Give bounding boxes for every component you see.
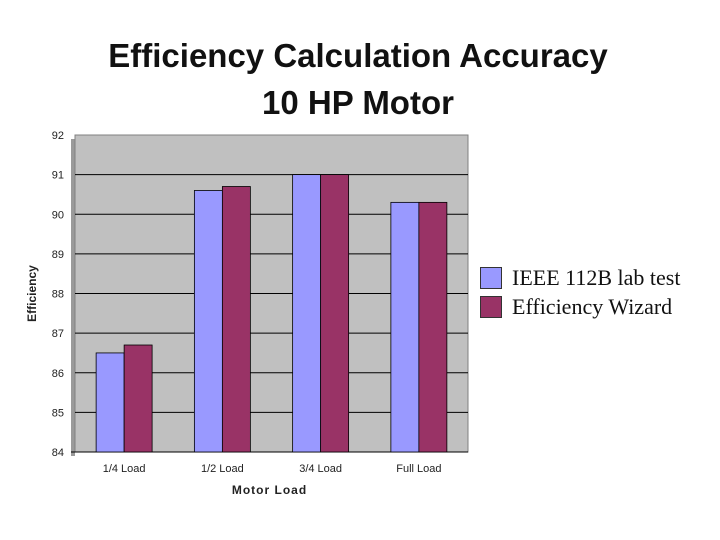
y-tick-label: 89 xyxy=(52,249,64,261)
x-tick-label: Full Load xyxy=(396,463,441,475)
legend-label-wizard: Efficiency Wizard xyxy=(512,293,673,319)
chart-title-block: Efficiency Calculation Accuracy 10 HP Mo… xyxy=(0,32,716,126)
y-tick-label: 87 xyxy=(52,328,64,340)
y-axis-title: Efficiency xyxy=(25,265,39,322)
legend-item-ieee: IEEE 112B lab test xyxy=(480,263,680,292)
bar xyxy=(221,186,251,453)
plot-depth-side xyxy=(71,139,75,456)
y-tick-label: 90 xyxy=(52,209,64,221)
bar xyxy=(292,174,322,453)
x-tick-label: 1/4 Load xyxy=(103,463,146,475)
bar xyxy=(95,352,125,453)
bar xyxy=(320,174,350,453)
chart-title: Efficiency Calculation Accuracy xyxy=(108,37,608,74)
x-tick-label: 3/4 Load xyxy=(299,463,342,475)
y-tick-label: 84 xyxy=(52,447,64,459)
legend-item-wizard: Efficiency Wizard xyxy=(480,292,680,321)
bar xyxy=(390,201,420,453)
legend-label-ieee: IEEE 112B lab test xyxy=(512,264,681,290)
bar xyxy=(123,344,153,453)
legend: IEEE 112B lab test Efficiency Wizard xyxy=(480,263,680,321)
y-tick-label: 85 xyxy=(52,407,64,419)
legend-swatch-ieee xyxy=(480,266,502,289)
x-axis-title: Motor Load xyxy=(232,483,307,497)
legend-swatch-wizard xyxy=(480,295,502,318)
y-tick-label: 86 xyxy=(52,368,64,380)
bar xyxy=(418,201,448,453)
y-tick-label: 91 xyxy=(52,170,64,182)
y-tick-label: 88 xyxy=(52,289,64,301)
chart-subtitle: 10 HP Motor xyxy=(262,84,454,121)
bar xyxy=(193,190,223,453)
y-tick-label: 92 xyxy=(52,130,64,142)
x-tick-label: 1/2 Load xyxy=(201,463,244,475)
